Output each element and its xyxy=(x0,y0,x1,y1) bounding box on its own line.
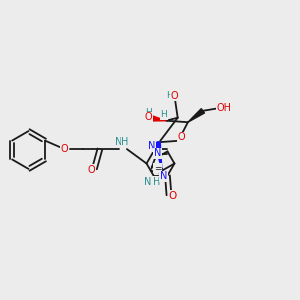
Text: N: N xyxy=(160,171,167,181)
Text: N: N xyxy=(154,148,161,158)
Text: O: O xyxy=(145,112,152,122)
Text: H: H xyxy=(167,91,173,100)
Text: =: = xyxy=(154,164,161,173)
Text: O: O xyxy=(88,165,95,175)
Text: H: H xyxy=(160,110,167,119)
Text: N: N xyxy=(115,136,122,147)
Text: H: H xyxy=(153,177,160,187)
Polygon shape xyxy=(154,142,162,169)
Polygon shape xyxy=(151,116,166,121)
Text: O: O xyxy=(178,132,185,142)
Text: H: H xyxy=(122,136,129,147)
Text: O: O xyxy=(61,144,68,154)
Text: O: O xyxy=(171,91,178,101)
Text: OH: OH xyxy=(216,103,231,113)
Polygon shape xyxy=(188,109,205,122)
Text: H: H xyxy=(145,108,152,117)
Text: N: N xyxy=(144,177,151,187)
Text: N: N xyxy=(148,141,156,151)
Text: O: O xyxy=(169,191,177,201)
